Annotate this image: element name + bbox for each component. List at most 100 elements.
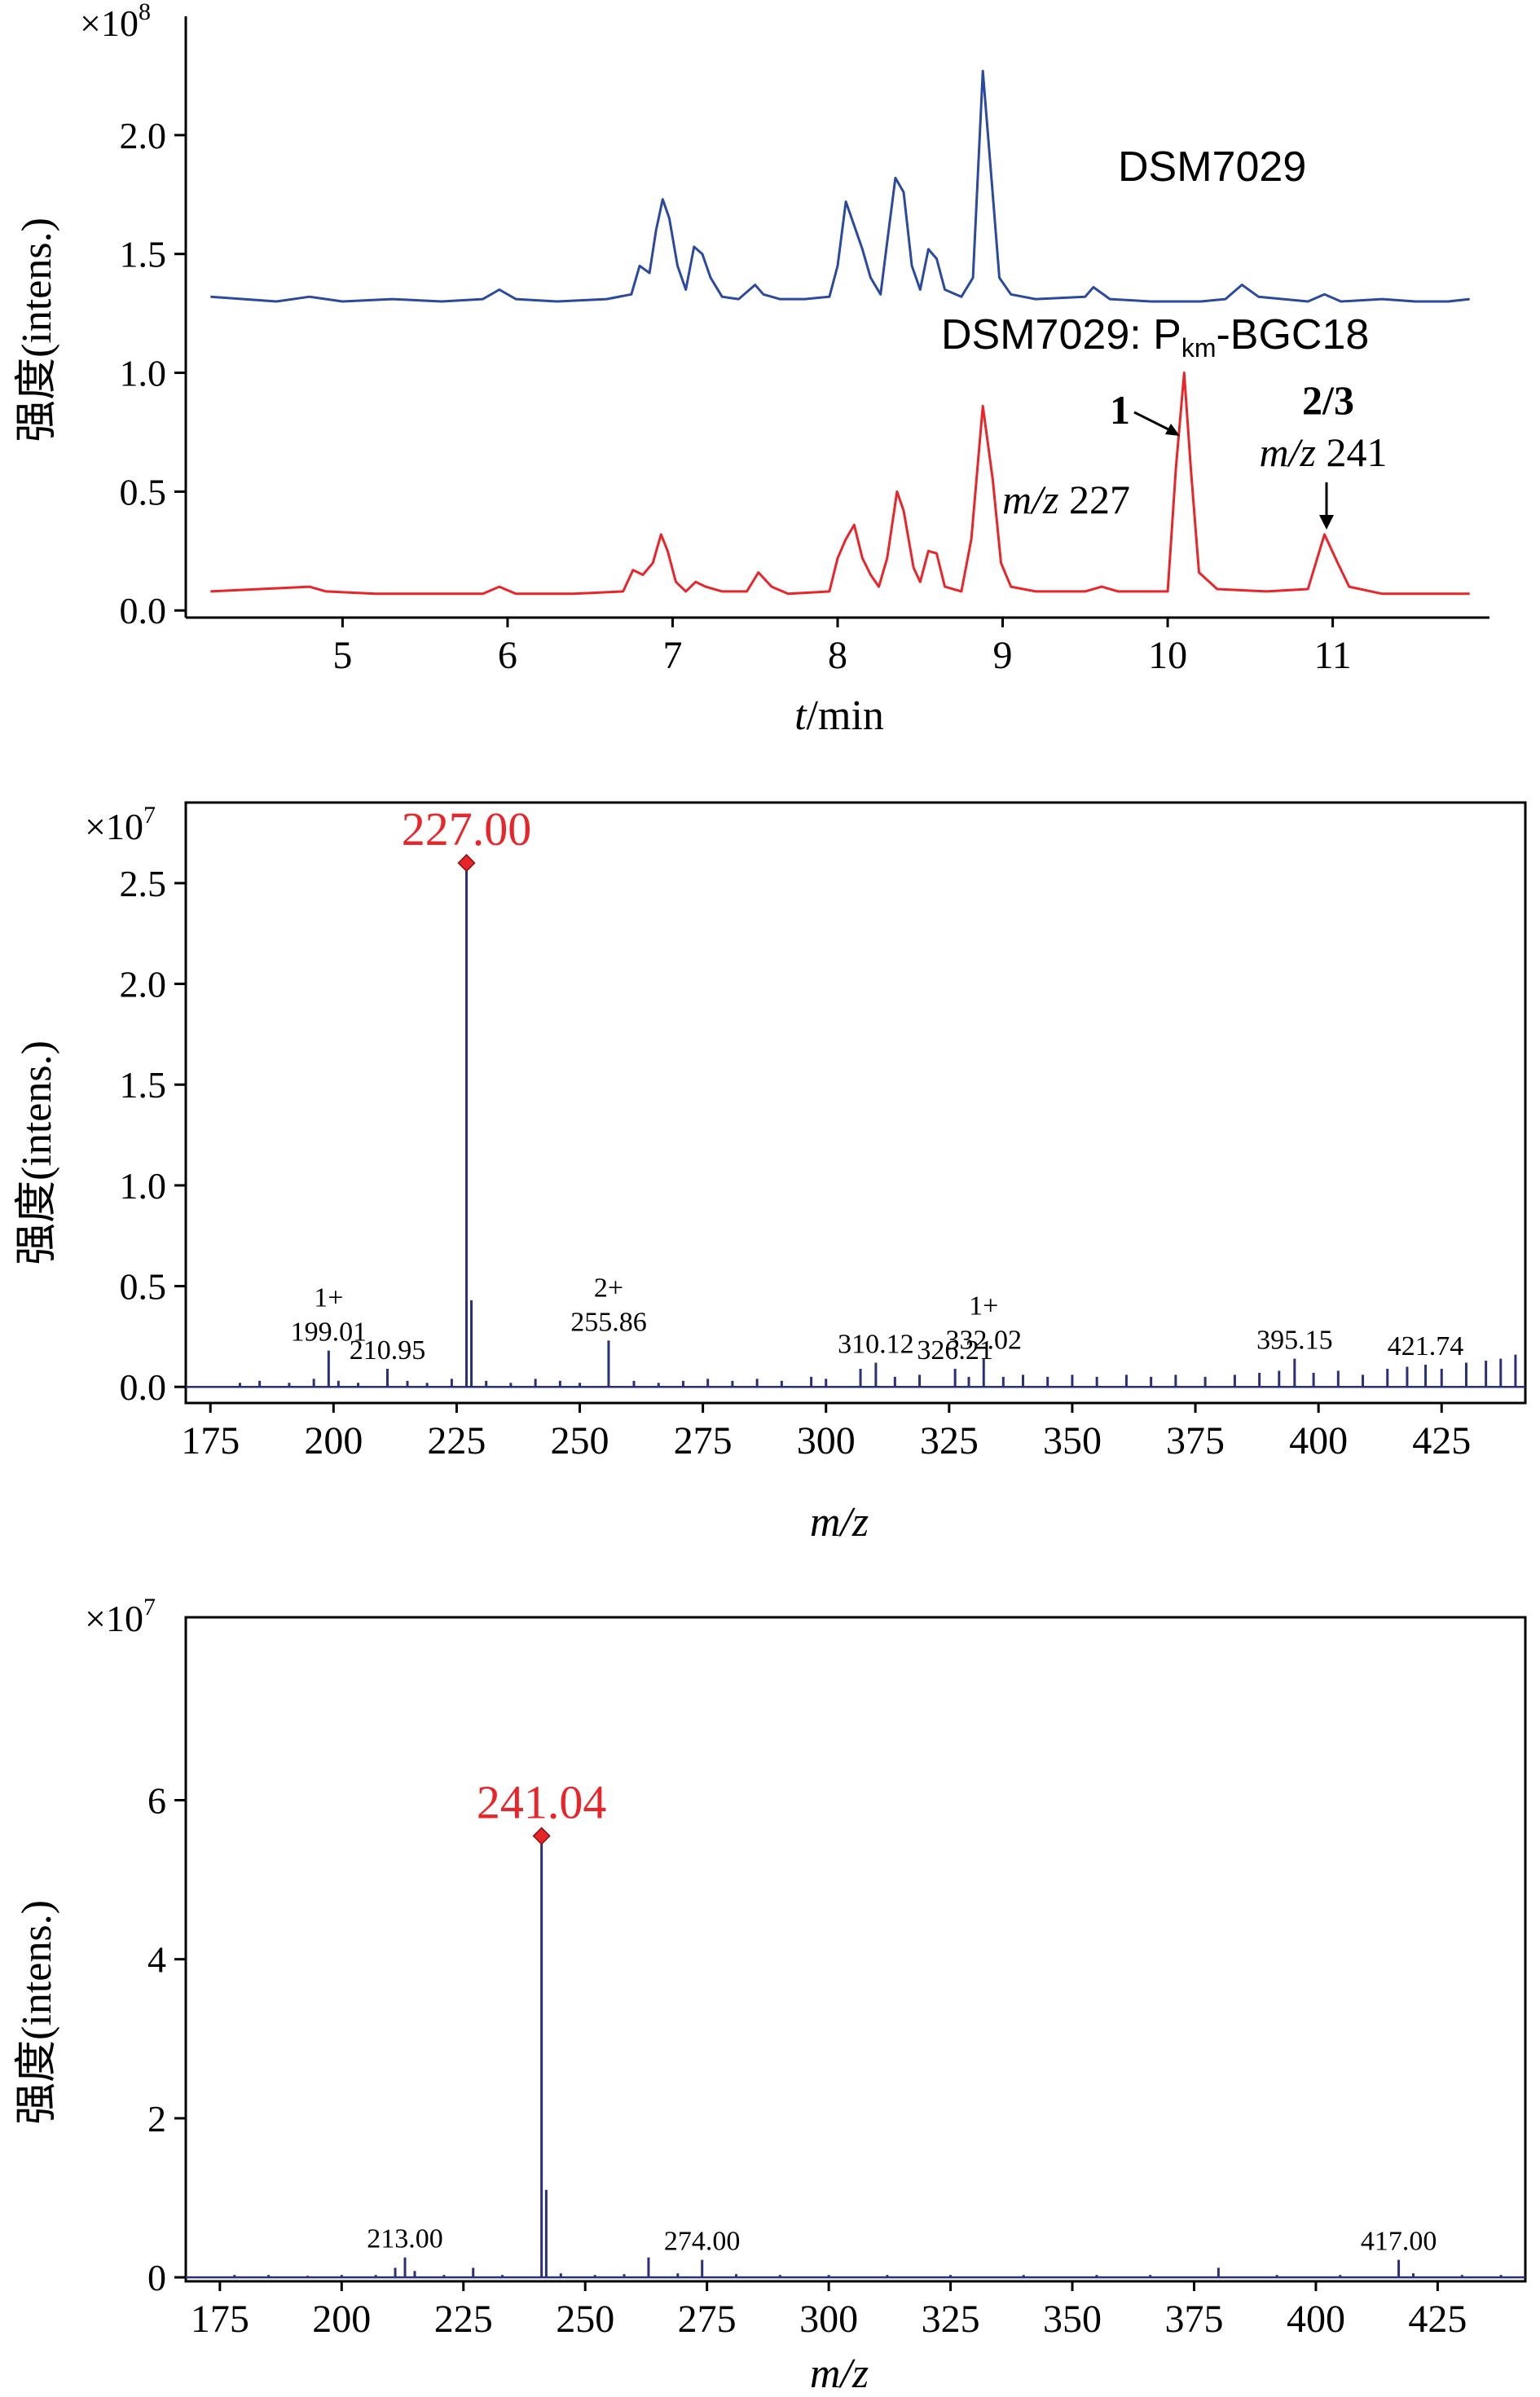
ms-241-peak-labels: 241.04 213.00 274.00 417.00 — [367, 1775, 1437, 2256]
chromatogram-axes: 5 6 7 8 9 10 11 0.0 0.5 1.0 1.5 2.0 — [120, 16, 1489, 677]
y-tick-label: 2.0 — [120, 115, 167, 156]
peak-mz-label: 395.15 — [1256, 1326, 1333, 1356]
peak-mz-label: 213.00 — [367, 2224, 443, 2254]
chromatogram-panel: 5 6 7 8 9 10 11 0.0 0.5 1.0 1.5 2.0 ×108 强度(intens.… — [14, 0, 1489, 739]
peak-mz-label: 210.95 — [350, 1335, 426, 1366]
legend-label-red-tail: -BGC18 — [1216, 311, 1369, 358]
x-tick-label: 275 — [674, 1419, 733, 1462]
x-tick-label: 225 — [427, 1419, 486, 1462]
y-tick-label: 6 — [147, 1779, 166, 1821]
x-tick-label: 225 — [434, 2298, 493, 2341]
ms-241-y-multiplier: ×107 — [85, 1594, 156, 1639]
chromatogram-x-axis-label-italic: t — [794, 693, 807, 739]
ms-227-axes: 175 200 225 250 275 300 325 350 375 400 425 0.0 0.5 1… — [120, 801, 1527, 1462]
x-tick-label: 325 — [920, 1419, 979, 1462]
x-tick-label: 300 — [799, 2298, 858, 2341]
series-line-dsm7029 — [210, 69, 1470, 303]
base-peak-label: 241.04 — [477, 1775, 607, 1828]
x-tick-label: 350 — [1043, 1419, 1102, 1462]
x-tick-label: 200 — [304, 1419, 363, 1462]
x-tick-label: 175 — [191, 2298, 249, 2341]
x-tick-label: 275 — [678, 2298, 737, 2341]
peak-1-arrow-head — [1165, 424, 1180, 436]
peak-23-number: 2/3 — [1302, 377, 1354, 423]
peak-mz-label: 421.74 — [1388, 1331, 1464, 1361]
ms-241-y-multiplier-exponent: 7 — [143, 1594, 156, 1621]
y-tick-label: 1.0 — [120, 1165, 167, 1207]
ms-227-x-axis-label: m/z — [810, 1499, 869, 1546]
peak-mz-label: 332.02 — [946, 1326, 1023, 1356]
legend-label-red: DSM7029: Pkm-BGC18 — [941, 311, 1369, 363]
ms-spectrum-227-panel: 175 200 225 250 275 300 325 350 375 400 425 0.0 0.5 1… — [14, 801, 1527, 1546]
ms-227-peaks — [186, 863, 1525, 1388]
x-tick-label: 250 — [556, 2298, 614, 2341]
peak-mz-label: 199.01 — [291, 1317, 367, 1348]
y-tick-label: 2.0 — [120, 964, 167, 1005]
ms-227-y-axis-label: 强度(intens.) — [14, 1040, 60, 1265]
x-tick-label: 400 — [1289, 1419, 1348, 1462]
peak-1-number: 1 — [1110, 387, 1130, 433]
peak-charge-label: 2+ — [594, 1273, 623, 1303]
y-tick-label: 0.5 — [120, 471, 167, 512]
chromatogram-y-axis-label: 强度(intens.) — [14, 218, 60, 442]
chromatogram-y-multiplier: ×108 — [80, 0, 151, 44]
ms-241-axes: 175 200 225 250 275 300 325 350 375 400 425 0 2 4 6 — [147, 1616, 1527, 2341]
ms-spectrum-241-panel: 175 200 225 250 275 300 325 350 375 400 425 0 2 4 6 24… — [14, 1594, 1527, 2397]
ms-241-x-axis-label: m/z — [810, 2351, 869, 2397]
x-tick-label: 8 — [828, 634, 847, 677]
peak-mz-label: 255.86 — [570, 1307, 647, 1337]
y-tick-label: 0.5 — [120, 1266, 167, 1308]
x-tick-label: 11 — [1313, 634, 1351, 677]
ms-227-y-multiplier-exponent: 7 — [143, 802, 156, 829]
peak-mz-label: 310.12 — [838, 1330, 914, 1360]
peak-1-arrow-shaft — [1133, 411, 1174, 433]
x-tick-label: 250 — [551, 1419, 609, 1462]
y-tick-label: 0.0 — [120, 590, 167, 631]
legend-label-red-subscript: km — [1181, 333, 1217, 363]
plot-frame — [184, 801, 1527, 1405]
x-tick-label: 6 — [498, 634, 517, 677]
base-peak-marker — [532, 1827, 551, 1845]
ms-241-peaks — [186, 1836, 1525, 2279]
y-tick-label: 0 — [147, 2257, 166, 2298]
x-tick-label: 10 — [1148, 634, 1187, 677]
y-tick-label: 1.5 — [120, 234, 167, 275]
ms-241-y-axis-label: 强度(intens.) — [14, 1900, 60, 2125]
y-tick-label: 0.0 — [120, 1366, 167, 1408]
y-tick-label: 2 — [147, 2098, 166, 2140]
peak-charge-label: 1+ — [969, 1291, 998, 1322]
peak-mz-label: 326.21 — [917, 1335, 993, 1366]
base-peak-label: 227.00 — [402, 803, 532, 855]
x-tick-label: 325 — [922, 2298, 980, 2341]
chromatogram-x-axis-label: t/min — [794, 693, 884, 739]
peak-mz-label: 274.00 — [664, 2227, 741, 2257]
peak-23-mz-annotation: m/z 241 — [1260, 429, 1388, 475]
y-tick-label: 2.5 — [120, 863, 167, 904]
x-tick-label: 425 — [1412, 1419, 1471, 1462]
peak-23-arrow-head — [1319, 515, 1334, 530]
peak-1-mz-annotation: m/z 227 — [1002, 477, 1130, 522]
y-tick-label: 1.5 — [120, 1064, 167, 1106]
x-tick-label: 375 — [1164, 2298, 1223, 2341]
base-peak-marker — [457, 854, 476, 873]
series-line-pkm-bgc18 — [210, 372, 1470, 596]
x-tick-label: 7 — [662, 634, 682, 677]
x-tick-label: 350 — [1043, 2298, 1102, 2341]
x-tick-label: 300 — [797, 1419, 856, 1462]
chromatogram-series — [210, 69, 1470, 596]
x-tick-label: 9 — [993, 634, 1013, 677]
x-tick-label: 175 — [181, 1419, 240, 1462]
chromatogram-y-multiplier-exponent: 8 — [139, 0, 151, 25]
y-tick-label: 4 — [147, 1939, 166, 1981]
x-tick-label: 400 — [1287, 2298, 1345, 2341]
legend-label-blue: DSM7029 — [1118, 143, 1306, 191]
plot-frame — [184, 1616, 1527, 2283]
peak-charge-label: 1+ — [314, 1283, 343, 1313]
x-tick-label: 375 — [1166, 1419, 1225, 1462]
x-tick-label: 425 — [1408, 2298, 1467, 2341]
x-tick-label: 200 — [312, 2298, 371, 2341]
y-tick-label: 1.0 — [120, 353, 167, 394]
ms-227-y-multiplier: ×107 — [85, 802, 156, 847]
